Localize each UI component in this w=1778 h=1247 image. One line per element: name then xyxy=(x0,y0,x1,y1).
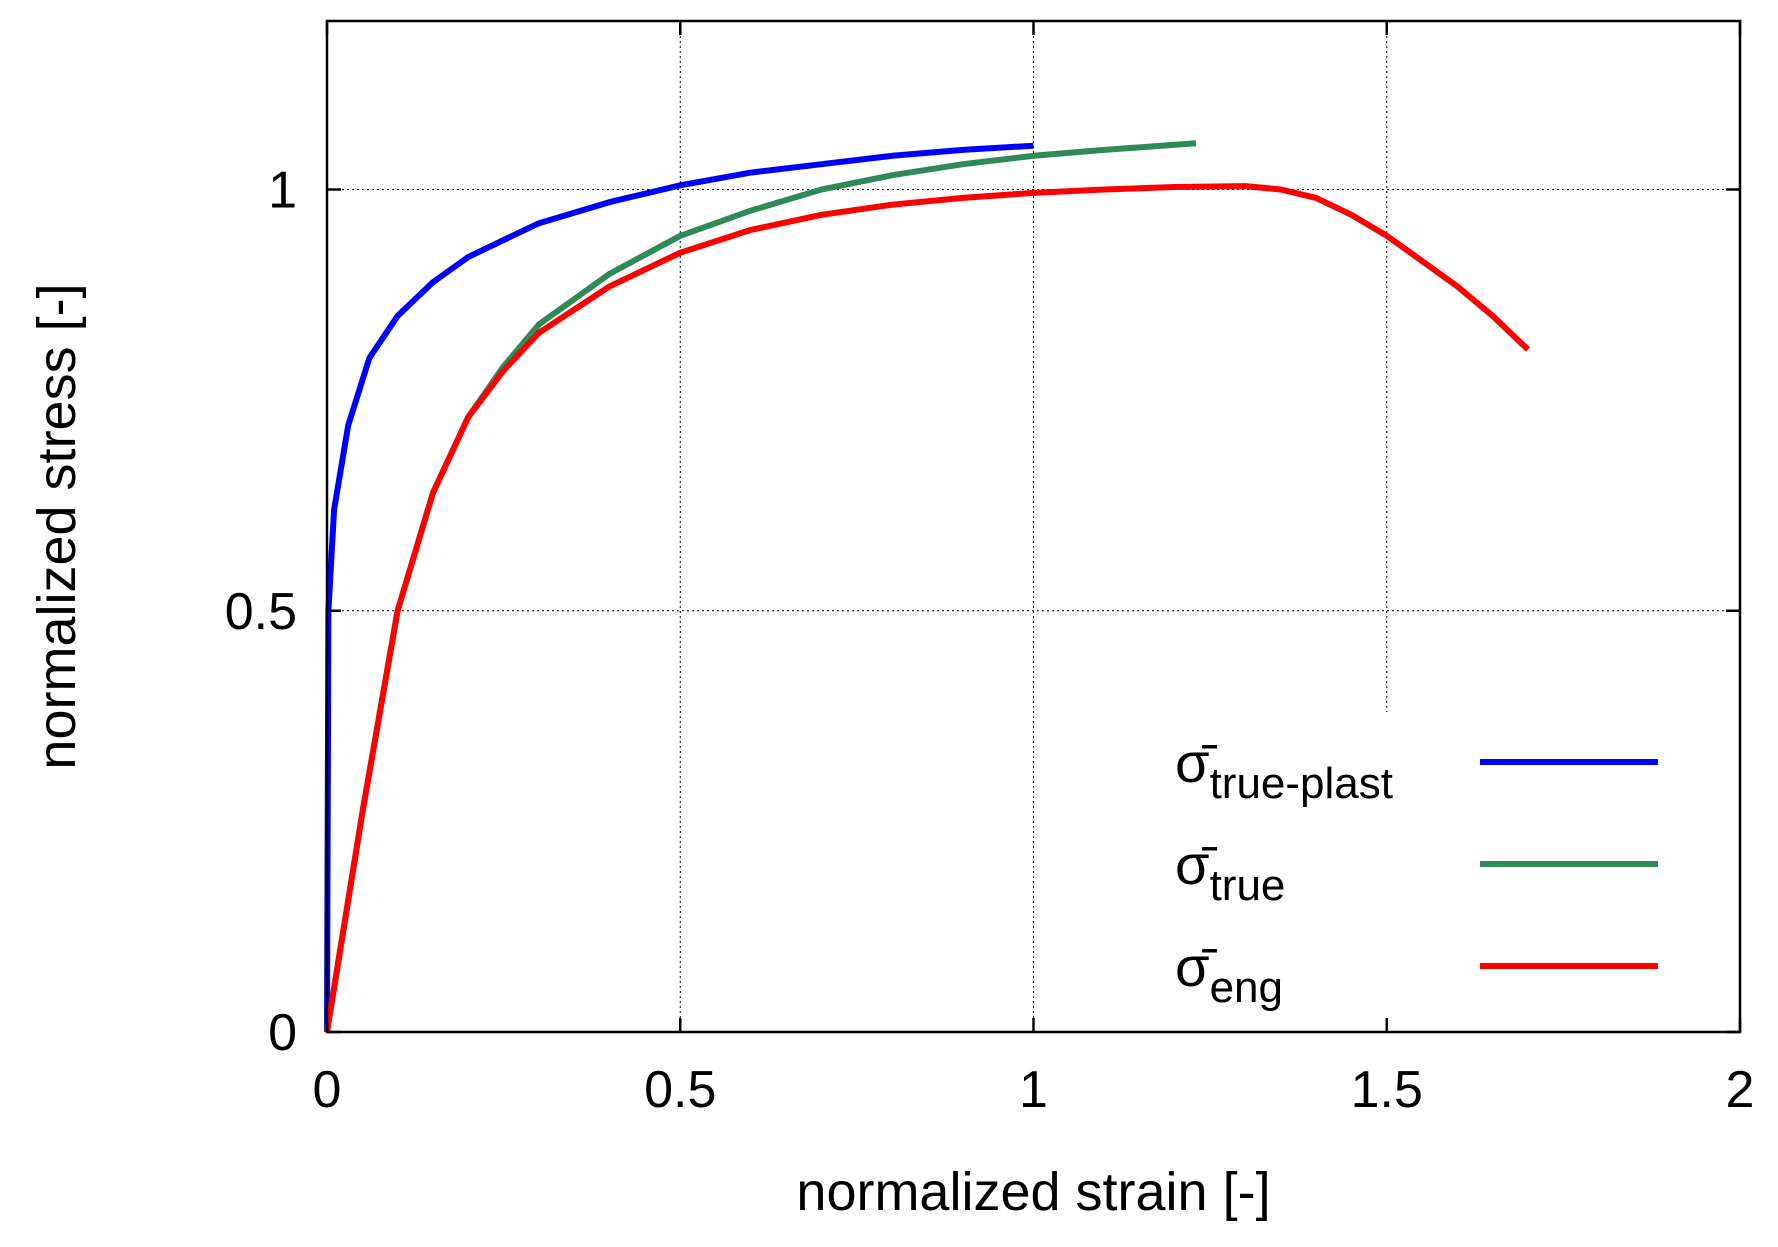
x-tick-label: 0.5 xyxy=(644,1061,716,1119)
y-axis-label: normalized stress [-] xyxy=(27,283,87,769)
x-tick-label: 0 xyxy=(313,1061,342,1119)
ticks xyxy=(325,21,1742,1034)
series-line-true-plast xyxy=(324,142,1034,1033)
x-tick-label: 1 xyxy=(1019,1061,1048,1119)
x-tick-label: 1.5 xyxy=(1351,1061,1423,1119)
y-tick-label: 0.5 xyxy=(225,583,297,641)
series-line-eng xyxy=(324,183,1531,1033)
legend-label-eng: σ̄eng xyxy=(1175,935,1283,1012)
tick-labels: 0 0.5 1 1.5 2 0 0.5 1 xyxy=(225,162,1755,1120)
legend-label-true-plast: σ̄true-plast xyxy=(1175,731,1393,808)
x-tick-label: 2 xyxy=(1726,1061,1755,1119)
series-group xyxy=(324,140,1531,1033)
grid xyxy=(327,21,1740,1032)
x-axis-label: normalized strain [-] xyxy=(796,1162,1270,1222)
y-tick-label: 1 xyxy=(268,162,297,220)
y-tick-label: 0 xyxy=(268,1004,297,1062)
